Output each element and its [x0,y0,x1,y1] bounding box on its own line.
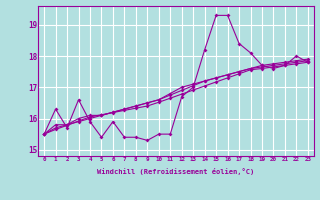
X-axis label: Windchill (Refroidissement éolien,°C): Windchill (Refroidissement éolien,°C) [97,168,255,175]
